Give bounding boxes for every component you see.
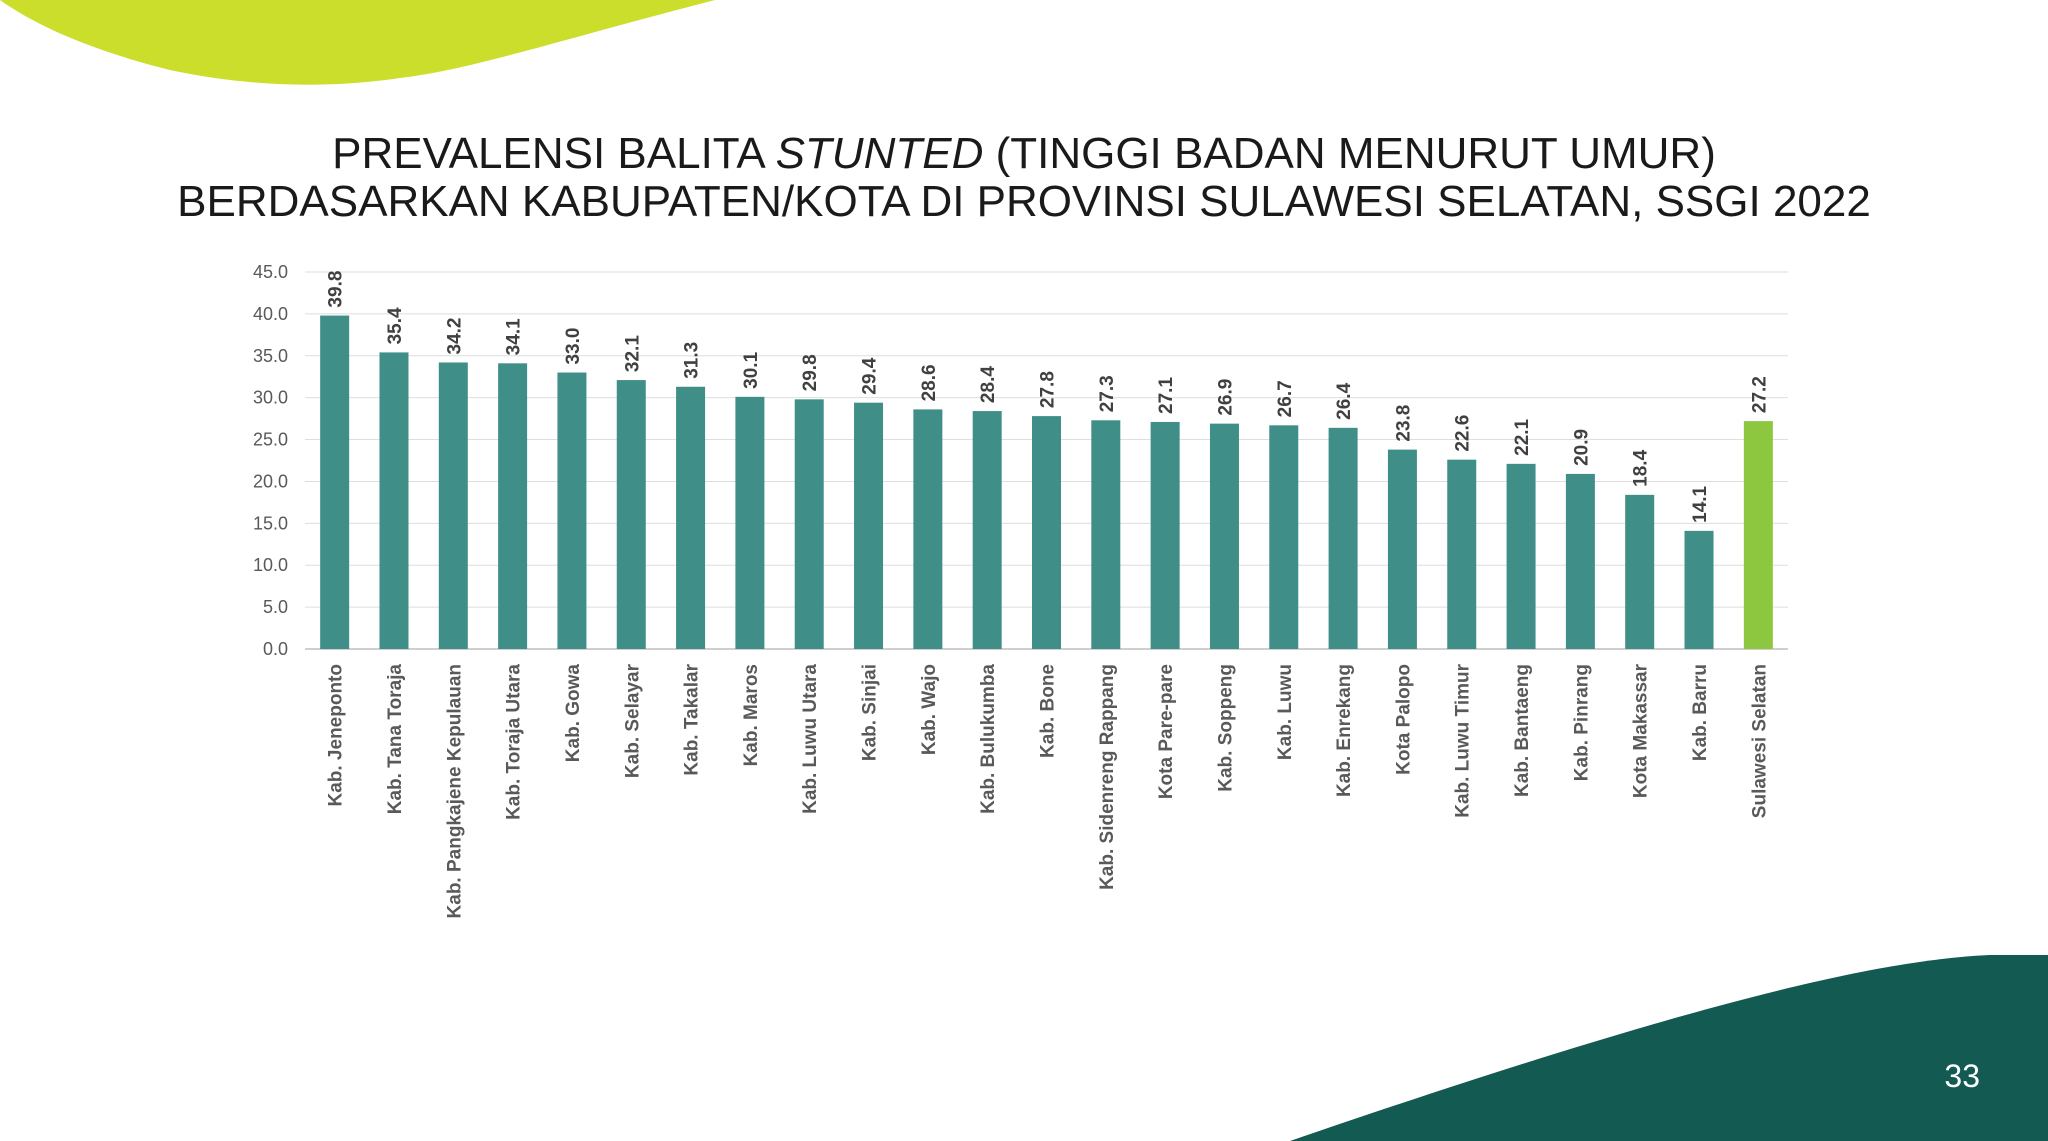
chart-title-line1: PREVALENSI BALITA STUNTED (TINGGI BADAN …: [0, 130, 2048, 178]
category-label: Kab. Maros: [741, 664, 762, 766]
y-tick-label: 15.0: [253, 513, 288, 533]
category-label: Kab. Bantaeng: [1512, 664, 1533, 797]
y-tick-label: 35.0: [253, 346, 288, 366]
y-tick-label: 5.0: [263, 597, 288, 617]
category-label: Kab. Wajo: [919, 664, 940, 755]
title-italic-word: STUNTED: [775, 129, 984, 178]
y-axis: 0.0 5.0 10.0 15.0 20.0 25.0 30.0 35.0 40.0 45.0: [253, 262, 288, 659]
bar: [438, 362, 468, 649]
category-label: Kab. Luwu Timur: [1453, 663, 1474, 817]
bar: [616, 380, 646, 649]
bar: [1625, 494, 1655, 649]
value-label: 27.8: [1038, 371, 1059, 408]
value-label: 32.1: [622, 335, 643, 372]
value-labels: 39.8 35.4 34.2 34.1 33.0 32.1 31.3 30.1 29.8 29.4…: [326, 271, 1771, 523]
category-label: Kab. Sinjai: [860, 664, 881, 761]
value-label: 34.2: [444, 317, 465, 354]
bar: [1328, 427, 1358, 649]
bar: [1209, 423, 1239, 649]
value-label: 18.4: [1631, 449, 1652, 486]
value-label: 30.1: [741, 351, 762, 388]
y-tick-label: 20.0: [253, 471, 288, 491]
bar: [1032, 416, 1061, 649]
value-label: 22.6: [1453, 415, 1474, 452]
y-tick-label: 45.0: [253, 262, 288, 282]
category-label: Kab. Takalar: [682, 663, 703, 775]
bar: [557, 372, 587, 649]
category-label: Kab. Pangkajene Kepulauan: [444, 664, 465, 918]
y-tick-label: 10.0: [253, 555, 288, 575]
bar: [1743, 421, 1773, 649]
category-label: Kab. Soppeng: [1215, 664, 1236, 792]
bar: [676, 386, 706, 649]
y-tick-label: 40.0: [253, 304, 288, 324]
title-prefix: PREVALENSI BALITA: [332, 129, 776, 178]
value-label: 34.1: [504, 318, 525, 355]
value-label: 28.6: [919, 364, 940, 401]
value-label: 27.1: [1156, 377, 1177, 414]
title-suffix: (TINGGI BADAN MENURUT UMUR): [983, 129, 1716, 178]
value-label: 27.3: [1097, 375, 1118, 412]
category-label: Kab. Sidenreng Rappang: [1097, 664, 1118, 890]
value-label: 26.7: [1275, 380, 1296, 417]
bar: [1387, 449, 1417, 649]
bottom-accent-shape: [1290, 955, 2048, 1141]
category-label: Kota Palopo: [1393, 664, 1414, 775]
value-label: 29.4: [860, 357, 881, 394]
value-label: 26.4: [1334, 382, 1355, 419]
top-accent-shape: [0, 0, 715, 85]
bar: [320, 315, 350, 649]
bar: [735, 396, 765, 649]
value-label: 22.1: [1512, 418, 1533, 455]
value-label: 29.8: [800, 354, 821, 391]
y-tick-label: 0.0: [263, 639, 288, 659]
value-label: 35.4: [385, 307, 406, 344]
value-label: 28.4: [978, 366, 999, 403]
category-label: Kab. Bulukumba: [978, 664, 999, 814]
x-axis-labels: Kab. Jeneponto Kab. Tana Toraja Kab. Pangk…: [326, 663, 1771, 918]
bar: [1269, 425, 1299, 649]
category-label: Kab. Toraja Utara: [504, 664, 525, 820]
category-label: Kota Pare-pare: [1156, 664, 1177, 799]
bar: [1447, 459, 1477, 649]
category-label: Sulawesi Selatan: [1749, 664, 1770, 818]
bar: [1506, 463, 1536, 649]
bar: [1091, 420, 1121, 649]
bar: [498, 363, 528, 649]
value-label: 27.2: [1749, 376, 1770, 413]
value-label: 39.8: [326, 271, 347, 308]
bar: [1684, 530, 1714, 649]
bar: [379, 352, 409, 649]
category-label: Kab. Gowa: [563, 664, 584, 763]
category-label: Kab. Selayar: [622, 663, 643, 778]
bar: [1150, 421, 1180, 649]
category-label: Kab. Luwu Utara: [800, 664, 821, 814]
value-label: 14.1: [1690, 485, 1711, 522]
value-label: 31.3: [682, 342, 703, 379]
category-label: Kab. Pinrang: [1571, 664, 1592, 781]
bar: [972, 411, 1002, 649]
chart-title-line2: BERDASARKAN KABUPATEN/KOTA DI PROVINSI S…: [177, 177, 1871, 226]
value-label: 26.9: [1215, 379, 1236, 416]
value-label: 23.8: [1393, 405, 1414, 442]
bar: [854, 402, 884, 649]
category-label: Kota Makassar: [1631, 663, 1652, 798]
category-label: Kab. Barru: [1690, 664, 1711, 761]
category-label: Kab. Enrekang: [1334, 664, 1355, 797]
bar: [1565, 473, 1595, 649]
y-tick-label: 30.0: [253, 388, 288, 408]
y-tick-label: 25.0: [253, 430, 288, 450]
page-number: 33: [1944, 1058, 1980, 1094]
category-label: Kab. Jeneponto: [326, 664, 347, 807]
category-label: Kab. Bone: [1038, 664, 1059, 758]
value-label: 20.9: [1571, 429, 1592, 466]
bars: [320, 315, 1773, 649]
bar: [913, 409, 943, 649]
bar: [794, 399, 824, 649]
category-label: Kab. Tana Toraja: [385, 664, 406, 815]
category-label: Kab. Luwu: [1275, 664, 1296, 760]
value-label: 33.0: [563, 328, 584, 365]
